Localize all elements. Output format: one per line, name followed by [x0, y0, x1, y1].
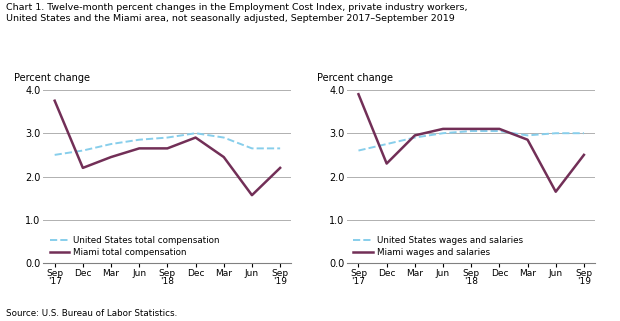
- United States wages and salaries: [383, 142, 391, 146]
- Miami total compensation: [192, 135, 199, 139]
- Miami total compensation: [79, 166, 87, 170]
- United States total compensation: [107, 142, 115, 146]
- United States total compensation: [79, 149, 87, 152]
- Miami wages and salaries: [355, 92, 362, 96]
- Miami total compensation: [51, 99, 58, 103]
- United States wages and salaries: [495, 129, 503, 133]
- Miami wages and salaries: [552, 190, 559, 194]
- Miami total compensation: [136, 146, 143, 150]
- United States total compensation: [51, 153, 58, 157]
- United States total compensation: [277, 146, 284, 150]
- United States wages and salaries: [552, 131, 559, 135]
- Miami total compensation: [220, 155, 228, 159]
- United States total compensation: [136, 138, 143, 142]
- Legend: United States wages and salaries, Miami wages and salaries: United States wages and salaries, Miami …: [350, 233, 526, 261]
- Line: United States total compensation: United States total compensation: [55, 133, 280, 155]
- Miami wages and salaries: [411, 134, 418, 137]
- Miami wages and salaries: [467, 127, 475, 131]
- United States total compensation: [164, 135, 171, 139]
- United States total compensation: [220, 135, 228, 139]
- Miami wages and salaries: [495, 127, 503, 131]
- Text: Percent change: Percent change: [317, 73, 394, 83]
- Miami total compensation: [107, 155, 115, 159]
- United States total compensation: [192, 131, 199, 135]
- Miami wages and salaries: [440, 127, 447, 131]
- United States wages and salaries: [440, 131, 447, 135]
- Text: Source: U.S. Bureau of Labor Statistics.: Source: U.S. Bureau of Labor Statistics.: [6, 309, 177, 318]
- Miami total compensation: [277, 166, 284, 170]
- Line: Miami total compensation: Miami total compensation: [55, 101, 280, 195]
- Legend: United States total compensation, Miami total compensation: United States total compensation, Miami …: [46, 233, 223, 261]
- Miami wages and salaries: [580, 153, 588, 157]
- United States wages and salaries: [580, 131, 588, 135]
- Line: United States wages and salaries: United States wages and salaries: [358, 131, 584, 151]
- Miami total compensation: [248, 193, 255, 197]
- United States wages and salaries: [355, 149, 362, 152]
- United States wages and salaries: [524, 134, 531, 137]
- Text: Percent change: Percent change: [14, 73, 90, 83]
- Miami wages and salaries: [383, 162, 391, 166]
- Text: Chart 1. Twelve-month percent changes in the Employment Cost Index, private indu: Chart 1. Twelve-month percent changes in…: [6, 3, 467, 22]
- United States wages and salaries: [467, 129, 475, 133]
- Line: Miami wages and salaries: Miami wages and salaries: [358, 94, 584, 192]
- United States total compensation: [248, 146, 255, 150]
- United States wages and salaries: [411, 135, 418, 139]
- Miami total compensation: [164, 146, 171, 150]
- Miami wages and salaries: [524, 138, 531, 142]
